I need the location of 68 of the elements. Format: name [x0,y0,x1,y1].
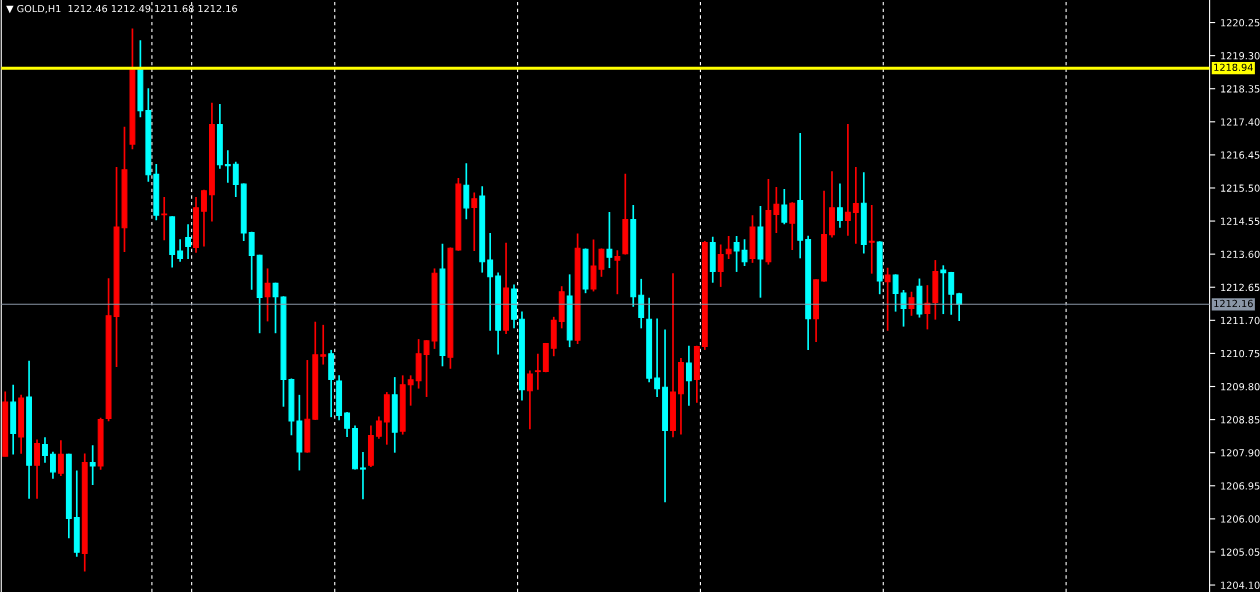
candlestick [908,290,915,317]
y-tick-label: 1219.30 [1221,52,1260,60]
candlestick [177,238,184,263]
candlestick [884,266,891,332]
candlestick [264,267,271,323]
candlestick [463,162,470,221]
candlestick [773,186,780,234]
candlestick [248,231,255,291]
candlestick [407,374,414,407]
candlestick [725,235,732,260]
candlestick [375,415,382,440]
candlestick [844,123,851,237]
candlestick [837,182,843,229]
y-tick-label: 1206.00 [1221,515,1260,523]
y-tick-label: 1218.35 [1221,85,1260,93]
ref-line-label: 1212.16 [1214,299,1253,308]
candlestick [789,201,796,251]
candlestick [741,238,748,267]
candlestick [892,273,899,313]
candlestick [161,196,168,242]
candlestick [868,204,875,275]
y-tick-label: 1206.95 [1221,482,1260,490]
candlestick [201,188,207,248]
candlestick [900,289,907,328]
chart-title: ▼ GOLD,H1 1212.46 1212.49 1211.68 1212.16 [6,4,237,14]
y-tick-label: 1215.50 [1221,184,1260,192]
y-tick-label: 1212.65 [1221,283,1260,292]
candlestick [685,344,692,407]
candlestick [89,444,96,486]
y-tick-label: 1205.05 [1221,548,1260,556]
y-tick-label: 1216.45 [1221,151,1260,159]
y-tick-label: 1204.10 [1221,581,1260,589]
candlestick [534,352,541,391]
candlestick [185,223,192,260]
candlestick [57,439,64,477]
candlestick [360,451,366,501]
y-tick-label: 1211.70 [1221,316,1260,325]
candlestick [940,264,947,315]
y-tick-label: 1209.80 [1221,382,1260,391]
y-tick-label: 1207.90 [1221,449,1260,457]
candlestick [781,188,788,226]
y-tick-label: 1220.25 [1221,19,1260,27]
candlestick [717,243,724,288]
candlestick [487,232,494,332]
candlestick [733,235,740,273]
candlestick [224,149,231,184]
y-tick-label: 1214.55 [1221,217,1260,225]
y-tick-label: 1213.60 [1221,250,1260,258]
candlestick [320,324,327,366]
y-tick-label: 1208.85 [1221,416,1260,424]
candlestick [948,271,955,316]
candlestick [606,211,613,269]
candlestick [49,450,56,480]
y-tick-label: 1210.75 [1221,349,1260,358]
candlestick [344,411,351,438]
candlestick [232,161,239,198]
candlestick [614,249,621,296]
ref-line-label: 1218.94 [1214,63,1253,71]
candlestick [638,278,645,330]
candlestick [42,436,48,464]
candlestick [526,369,533,431]
candlestick [924,284,931,331]
y-tick-label: 1217.40 [1221,118,1260,126]
candlestick [852,166,859,245]
candlestick [34,438,40,500]
candlestick [654,317,661,398]
candlestick [956,291,963,322]
candlestick [471,191,478,252]
